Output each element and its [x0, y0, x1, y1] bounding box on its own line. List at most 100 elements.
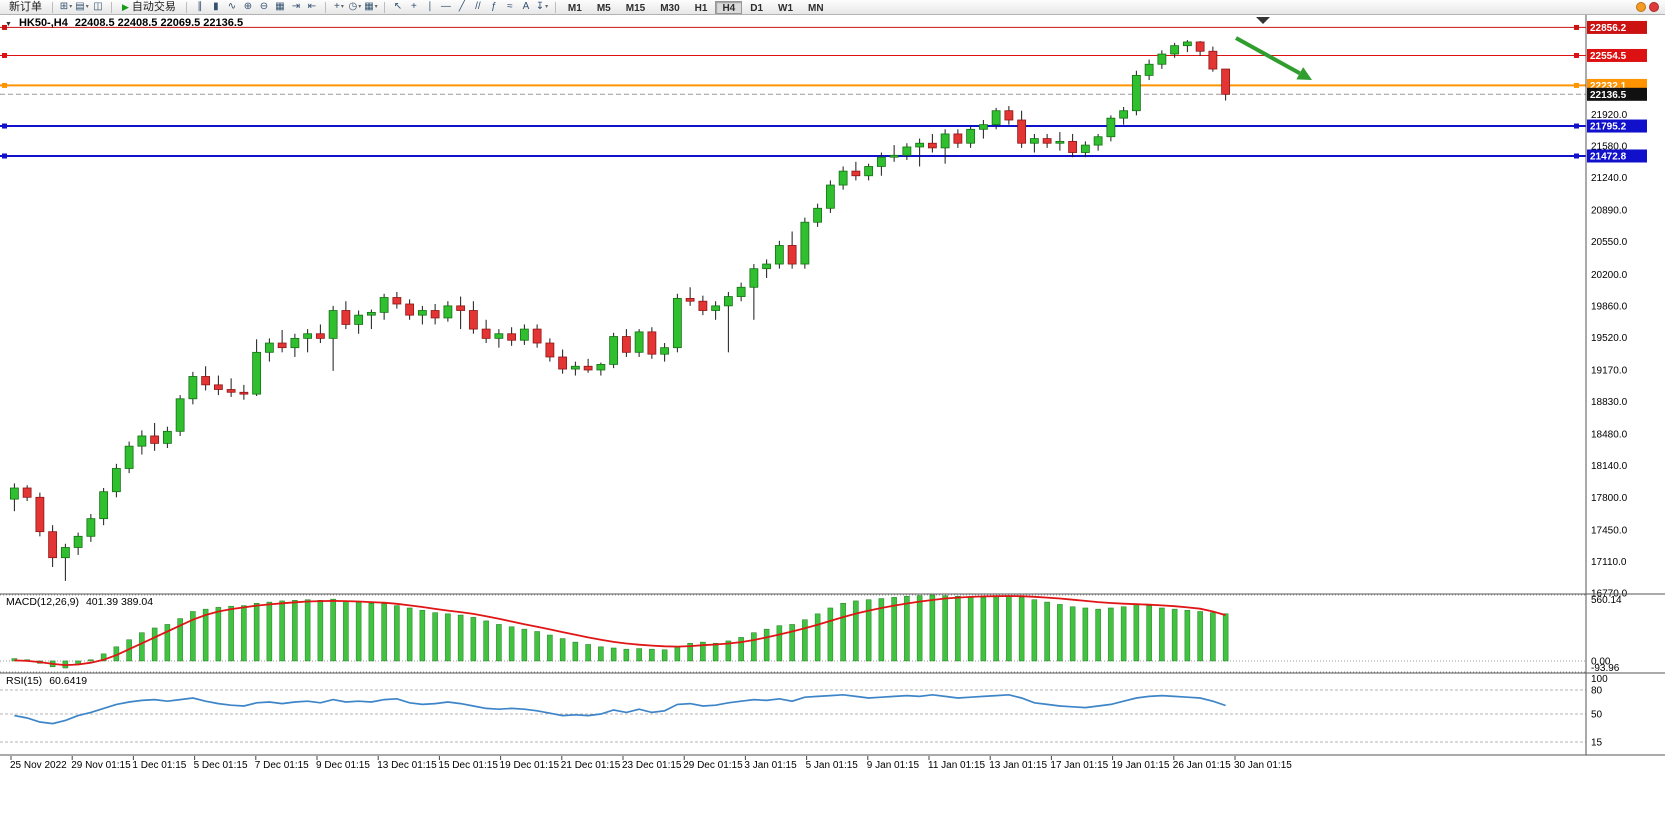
indicators-icon[interactable]: + ▾	[333, 1, 344, 12]
macd-label: MACD(12,26,9) 401.39 389.04	[6, 596, 153, 608]
new-order-button[interactable]: 新订单	[4, 0, 47, 14]
timeframe-m1[interactable]: M1	[567, 2, 582, 14]
status-dot-2[interactable]	[1649, 2, 1659, 12]
time-scale[interactable]: 25 Nov 2022 29 Nov 01:15 1 Dec 01:15 5 Dec …	[10, 756, 1292, 771]
trendline-icon[interactable]: ╱	[458, 1, 465, 12]
arrows-icon-caret: ▾	[545, 4, 549, 10]
chart-ohlc-values: 22408.5 22408.5 22069.5 22136.5	[74, 17, 244, 29]
panel-separators	[0, 15, 1665, 756]
rsi-label: RSI(15) 60.6419	[6, 675, 87, 687]
templates-icon[interactable]: ▦ ▾	[364, 1, 378, 12]
toolbar-status-icons	[1636, 2, 1661, 12]
cursor-icon[interactable]: ↖	[393, 1, 403, 12]
svg-text:5 Jan 01:15: 5 Jan 01:15	[806, 760, 859, 771]
svg-text:23 Dec 01:15: 23 Dec 01:15	[622, 760, 682, 771]
fibonacci-icon[interactable]: ƒ	[491, 1, 497, 12]
svg-text:13 Jan 01:15: 13 Jan 01:15	[989, 760, 1047, 771]
timeframe-w1[interactable]: W1	[778, 2, 794, 14]
status-dot-1[interactable]	[1636, 2, 1646, 12]
svg-text:9 Jan 01:15: 9 Jan 01:15	[867, 760, 920, 771]
autotrading-button[interactable]: ▶ 自动交易	[117, 0, 181, 14]
toolbar-separator	[111, 1, 112, 13]
svg-text:15 Dec 01:15: 15 Dec 01:15	[438, 760, 498, 771]
timeframe-m15[interactable]: M15	[625, 2, 646, 14]
svg-text:22136.5: 22136.5	[1590, 90, 1627, 101]
svg-text:29 Dec 01:15: 29 Dec 01:15	[683, 760, 743, 771]
main-chart-plot[interactable]	[0, 17, 1586, 581]
indicators-icon-caret: ▾	[340, 4, 344, 10]
svg-text:19 Jan 01:15: 19 Jan 01:15	[1112, 760, 1170, 771]
chart-shift-marker[interactable]	[1256, 17, 1270, 24]
svg-text:20890.0: 20890.0	[1591, 206, 1628, 217]
chart-header: ▼ HK50-,H4 22408.5 22408.5 22069.5 22136…	[5, 17, 243, 29]
profiles-icon[interactable]: ▤ ▾	[75, 1, 89, 12]
svg-text:5 Dec 01:15: 5 Dec 01:15	[194, 760, 248, 771]
svg-text:17450.0: 17450.0	[1591, 525, 1628, 536]
timeframe-h4[interactable]: H4	[715, 0, 743, 14]
svg-text:19170.0: 19170.0	[1591, 365, 1628, 376]
svg-text:560.14: 560.14	[1591, 595, 1622, 606]
svg-text:15: 15	[1591, 738, 1603, 749]
toolbar-separator	[52, 1, 53, 13]
arrows-icon[interactable]: ↧ ▾	[535, 1, 549, 12]
svg-text:1 Dec 01:15: 1 Dec 01:15	[132, 760, 186, 771]
data-window-icon[interactable]: ◫	[93, 1, 103, 12]
channel-icon[interactable]: //	[475, 1, 481, 12]
new-chart-icon-caret: ▾	[69, 4, 73, 10]
text-icon[interactable]: A	[522, 1, 530, 12]
svg-text:22856.2: 22856.2	[1590, 23, 1627, 34]
svg-text:19860.0: 19860.0	[1591, 301, 1628, 312]
macd-panel[interactable]: 560.14 0.00-93.96	[0, 594, 1622, 674]
timeframe-m30[interactable]: M30	[660, 2, 680, 14]
new-order-label: 新订单	[9, 1, 42, 13]
toolbar-separator	[554, 1, 556, 13]
svg-text:21920.0: 21920.0	[1591, 110, 1628, 121]
zoom-out-icon[interactable]: ⊖	[259, 1, 269, 12]
autotrading-play-icon: ▶	[122, 2, 129, 12]
svg-text:17110.0: 17110.0	[1591, 557, 1627, 568]
svg-text:18480.0: 18480.0	[1591, 430, 1628, 441]
zoom-in-icon[interactable]: ⊕	[243, 1, 253, 12]
bar-chart-icon[interactable]: ∥	[197, 1, 203, 12]
svg-text:50: 50	[1591, 710, 1603, 721]
timeframe-d1[interactable]: D1	[750, 2, 764, 14]
price-scale[interactable]: 22850.021920.021580.021240.020890.020550…	[1587, 20, 1647, 600]
svg-text:22232.1: 22232.1	[1590, 81, 1627, 92]
crosshair-icon[interactable]: +	[411, 1, 417, 12]
svg-text:25 Nov 2022: 25 Nov 2022	[10, 760, 67, 771]
svg-text:21240.0: 21240.0	[1591, 173, 1628, 184]
rsi-name: RSI(15)	[6, 675, 43, 687]
chart-shift-icon[interactable]: ⇤	[307, 1, 317, 12]
waves-icon[interactable]: ≈	[507, 1, 513, 12]
periods-icon-caret: ▾	[358, 4, 362, 10]
timeframe-mn[interactable]: MN	[808, 2, 824, 14]
svg-text:29 Nov 01:15: 29 Nov 01:15	[71, 760, 131, 771]
candlestick-chart-icon[interactable]: ▮	[213, 1, 219, 12]
new-chart-icon[interactable]: ⊞ ▾	[59, 1, 73, 12]
svg-text:3 Jan 01:15: 3 Jan 01:15	[744, 760, 797, 771]
svg-text:9 Dec 01:15: 9 Dec 01:15	[316, 760, 370, 771]
svg-text:21795.2: 21795.2	[1590, 122, 1627, 133]
svg-text:17800.0: 17800.0	[1591, 493, 1628, 504]
svg-text:21472.8: 21472.8	[1590, 151, 1627, 162]
svg-text:18140.0: 18140.0	[1591, 461, 1628, 472]
svg-text:11 Jan 01:15: 11 Jan 01:15	[928, 760, 986, 771]
macd-values: 401.39 389.04	[85, 596, 154, 608]
toolbar: 新订单 ⊞ ▾ ▤ ▾ ◫ ▶ 自动交易 ∥ ▮ ∿ ⊕ ⊖ ▦ ⇥ ⇤ + ▾ ◷ ▾ ▦ ▾ ↖ + ∣ — ╱ //…	[0, 0, 1665, 15]
tile-windows-icon[interactable]: ▦	[275, 1, 285, 12]
one-click-trading-icon[interactable]: ▼	[5, 21, 12, 28]
vertical-line-icon[interactable]: ∣	[427, 1, 433, 12]
svg-text:19520.0: 19520.0	[1591, 333, 1628, 344]
templates-icon-caret: ▾	[374, 4, 378, 10]
timeframe-h1[interactable]: H1	[694, 2, 708, 14]
line-chart-icon[interactable]: ∿	[227, 1, 237, 12]
timeframe-m5[interactable]: M5	[596, 2, 611, 14]
periods-icon[interactable]: ◷ ▾	[348, 1, 362, 12]
svg-text:13 Dec 01:15: 13 Dec 01:15	[377, 760, 437, 771]
svg-text:-93.96: -93.96	[1591, 663, 1620, 674]
auto-scroll-icon[interactable]: ⇥	[291, 1, 301, 12]
horizontal-line-icon[interactable]: —	[440, 1, 451, 12]
